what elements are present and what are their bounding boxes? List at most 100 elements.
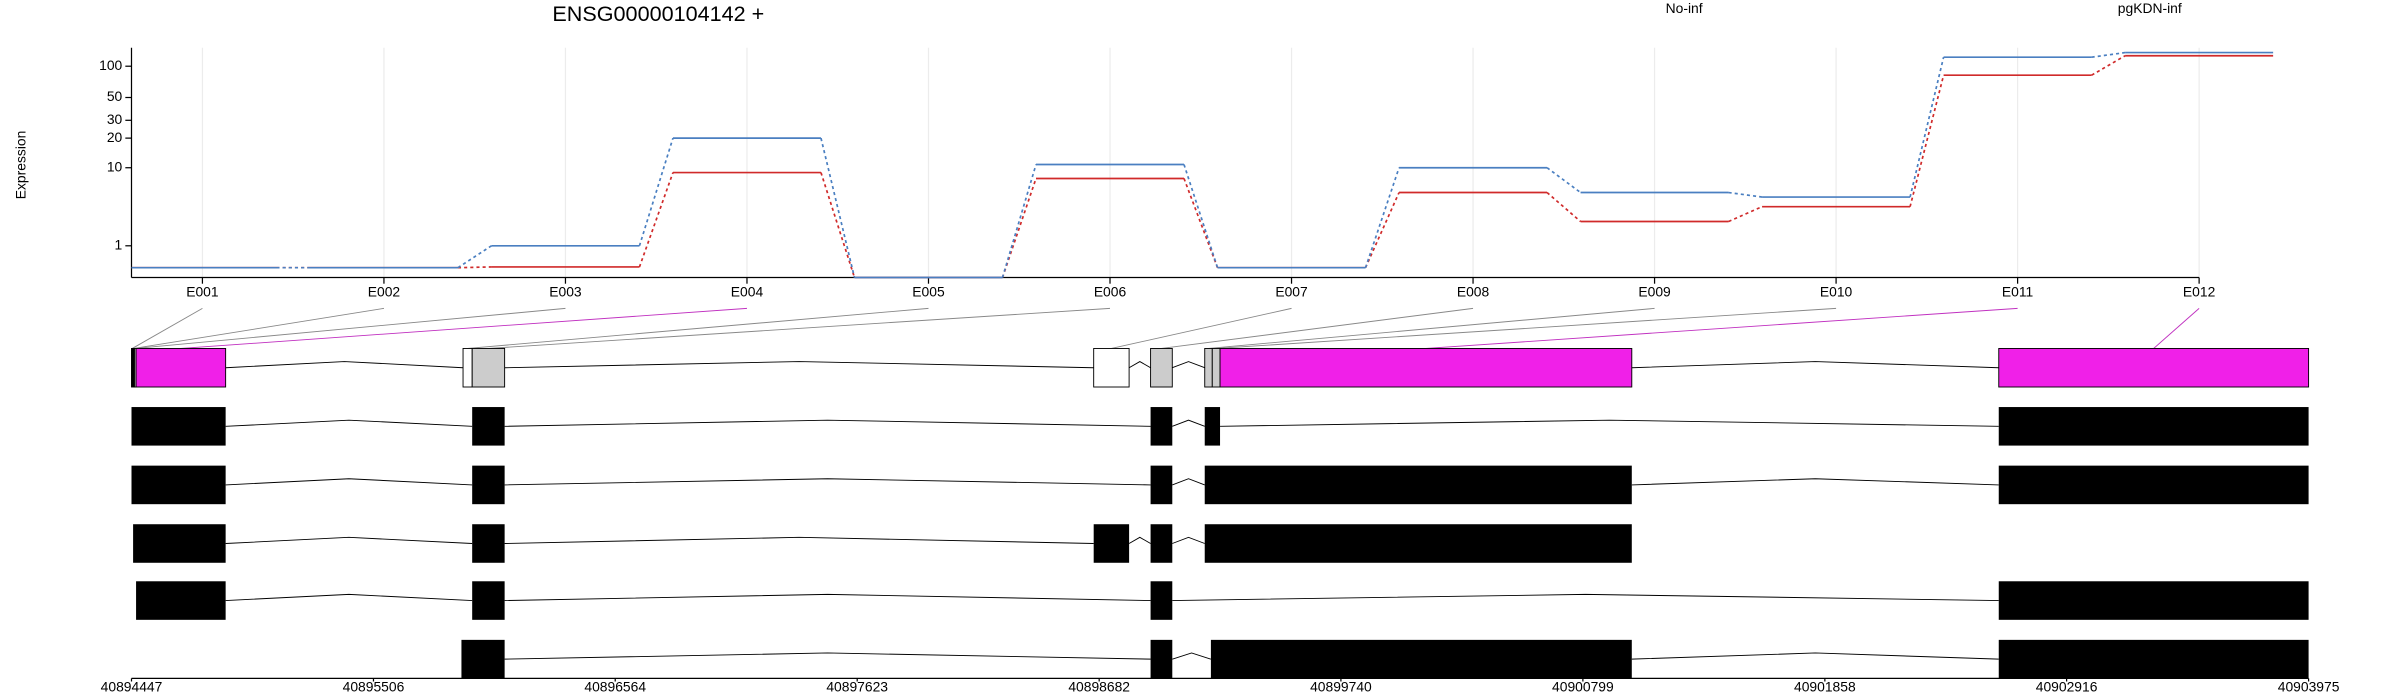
transcript-exon [1204,407,1221,446]
x-tick-label: E012 [2183,284,2216,300]
transcript-exon [1150,581,1173,620]
genomic-tick-label: 40897623 [826,678,888,694]
connector [638,172,674,268]
connector [638,137,674,247]
genomic-tick-label: 40901858 [1794,678,1856,694]
exon-bin [471,347,506,388]
y-tick-label: 1 [115,236,123,252]
exon-link [1161,307,1474,349]
transcript-exon [1998,581,2309,620]
intron [225,478,473,486]
transcript-exon [1998,639,2309,679]
exon-link [133,307,385,349]
y-axis-label: Expression [13,131,29,200]
x-tick-label: E006 [1094,284,1127,300]
connector [1909,56,1945,198]
intron [504,536,1094,544]
transcript-exon [1093,524,1130,563]
chart-title: ENSG00000104142 + [552,1,764,26]
x-tick-label: E008 [1457,284,1490,300]
connector [1546,191,1582,223]
x-tick-label: E003 [549,284,582,300]
connector [820,172,856,278]
genomic-tick-label: 40894447 [101,678,163,694]
intron [1172,419,1205,427]
transcript-exon [472,407,505,446]
exon-bin [1093,347,1130,388]
y-tick-label: 20 [107,129,123,145]
transcript-exon [472,465,505,505]
transcript-exon [1150,639,1173,679]
connector [1909,74,1945,207]
connector [2091,51,2126,59]
exon-link [135,307,566,349]
x-tick-label: E010 [1820,284,1853,300]
genomic-tick-label: 40895506 [343,678,405,694]
exon-bin [1998,347,2310,388]
intron [504,593,1151,602]
exon-bin [135,347,227,388]
connector [1364,192,1400,269]
exon-link [180,307,748,349]
transcript-exon [461,639,505,679]
transcript-exon [1150,524,1173,563]
transcript-exon [472,524,505,563]
transcript-exon [1998,407,2309,446]
genomic-tick-label: 40898682 [1068,678,1130,694]
connector [1364,167,1400,268]
exon-link [488,307,1111,349]
connector [2091,54,2126,76]
connector [1001,164,1037,278]
transcript-exon [1204,524,1632,563]
transcript-exon [1204,465,1632,505]
transcript-exon [1210,639,1632,679]
exon-bin [1211,347,1221,388]
exon-link [132,307,203,349]
intron [1172,478,1205,486]
connector [457,266,492,269]
exon-link [1111,307,1292,349]
intron [1128,361,1151,369]
exon-bin [1204,347,1213,388]
connector [820,137,856,278]
exon-bin [462,347,473,388]
transcript-exon [1150,407,1173,446]
exon-link [1216,307,1837,349]
intron [1631,361,1999,369]
genomic-tick-label: 40896564 [584,678,646,694]
x-tick-label: E011 [2002,284,2034,300]
x-tick-label: E002 [368,284,401,300]
exon-link [1208,307,1655,349]
legend-label: pgKDN-inf [2118,0,2182,16]
intron [1172,593,1999,602]
y-tick-label: 100 [99,57,122,73]
transcript-exon [131,407,226,446]
exon-link [1425,307,2018,349]
exon-bin [1219,347,1633,388]
connector [457,245,492,269]
x-tick-label: E007 [1275,284,1308,300]
intron [504,652,1151,660]
intron [504,478,1151,486]
y-tick-label: 30 [107,111,123,127]
transcript-exon [133,524,226,563]
transcript-exon [131,465,226,505]
intron [504,419,1151,427]
x-tick-label: E004 [731,284,764,300]
transcript-exon [472,581,505,620]
exon-link [467,307,929,349]
genomic-tick-label: 40900799 [1552,678,1614,694]
connector [1546,167,1582,194]
transcript-exon [1998,465,2309,505]
exon-link [2153,308,2200,349]
genomic-tick-label: 40903975 [2278,678,2340,694]
intron [1172,652,1212,660]
intron [225,536,473,544]
y-tick-label: 50 [107,88,123,104]
connector [1728,205,1763,223]
intron [225,361,464,369]
intron [1220,419,1999,427]
transcript-exon [1150,465,1173,505]
connector [1728,191,1763,198]
